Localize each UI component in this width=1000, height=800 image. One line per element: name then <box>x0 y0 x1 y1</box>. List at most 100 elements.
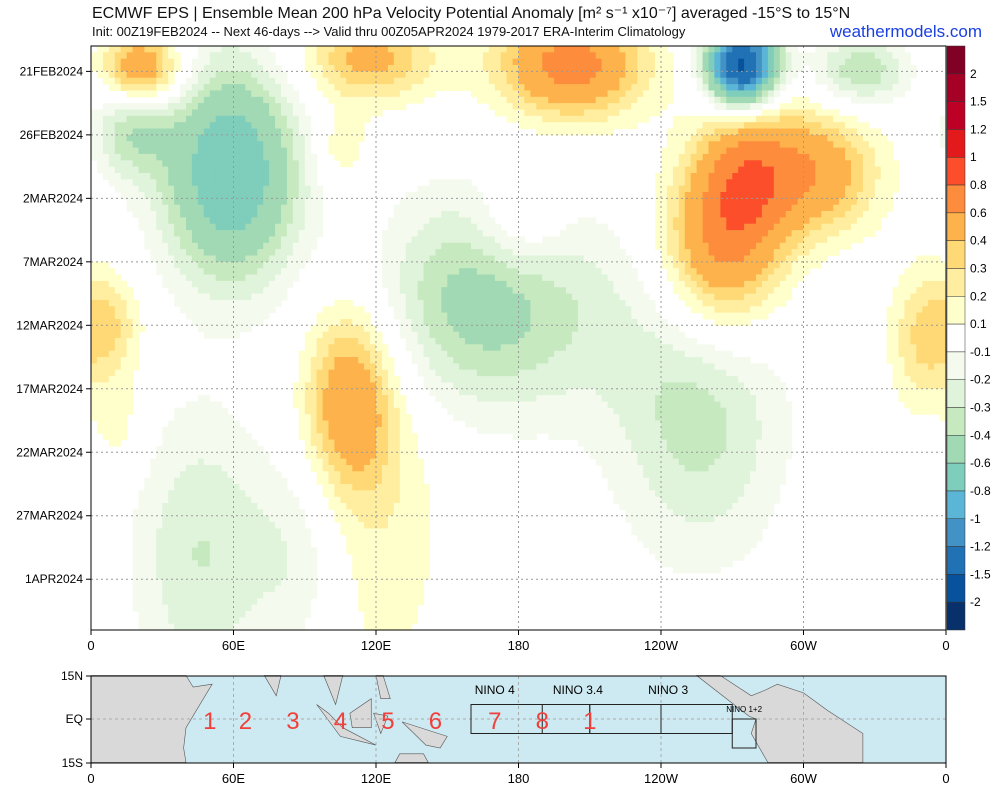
heatmap-cell <box>221 204 229 212</box>
heatmap-cell <box>322 338 330 345</box>
heatmap-cell <box>281 490 288 498</box>
heatmap-cell <box>156 109 163 117</box>
heatmap-cell <box>429 46 436 53</box>
heatmap-cell <box>381 623 389 631</box>
heatmap-cell <box>298 579 306 587</box>
heatmap-cell <box>518 236 525 244</box>
heatmap-cell <box>209 166 217 174</box>
heatmap-cell <box>405 319 413 326</box>
heatmap-cell <box>292 566 300 574</box>
heatmap-cell <box>595 357 603 364</box>
heatmap-cell <box>429 90 436 98</box>
heatmap-cell <box>221 71 229 79</box>
heatmap-cell <box>120 369 128 377</box>
heatmap-cell <box>209 153 217 161</box>
heatmap-cell <box>465 179 472 187</box>
heatmap-cell <box>186 420 193 428</box>
heatmap-cell <box>156 547 163 555</box>
heatmap-cell <box>607 363 615 371</box>
heatmap-cell <box>459 268 466 276</box>
heatmap-cell <box>405 598 413 606</box>
heatmap-cell <box>530 65 537 72</box>
heatmap-cell <box>286 103 294 110</box>
heatmap-cell <box>417 369 425 377</box>
heatmap-cell <box>156 560 163 568</box>
heatmap-cell <box>310 414 318 422</box>
heatmap-cell <box>269 249 276 256</box>
heatmap-cell <box>494 376 502 383</box>
heatmap-cell <box>174 211 181 218</box>
heatmap-cell <box>269 109 276 117</box>
heatmap-cell <box>328 484 335 491</box>
heatmap-cell <box>340 299 347 307</box>
heatmap-cell <box>393 204 401 212</box>
heatmap-cell <box>174 477 181 485</box>
heatmap-cell <box>281 122 288 130</box>
heatmap-cell <box>298 261 306 269</box>
heatmap-cell <box>566 103 573 110</box>
heatmap-cell <box>227 490 235 498</box>
heatmap-cell <box>186 426 193 434</box>
heatmap-cell <box>518 280 525 288</box>
heatmap-cell <box>542 103 549 110</box>
heatmap-cell <box>429 65 436 72</box>
heatmap-cell <box>209 458 217 466</box>
heatmap-cell <box>180 166 187 174</box>
heatmap-cell <box>322 407 330 415</box>
heatmap-cell <box>417 490 425 498</box>
heatmap-cell <box>607 261 615 269</box>
heatmap-cell <box>560 312 567 320</box>
heatmap-cell <box>209 299 217 307</box>
heatmap-cell <box>209 192 217 199</box>
heatmap-cell <box>186 490 193 498</box>
heatmap-cell <box>601 103 609 110</box>
heatmap-cell <box>453 204 460 212</box>
heatmap-cell <box>275 153 282 161</box>
heatmap-cell <box>411 350 419 358</box>
heatmap-cell <box>340 134 347 142</box>
heatmap-cell <box>417 566 425 574</box>
heatmap-cell <box>376 71 383 79</box>
heatmap-cell <box>381 604 389 612</box>
heatmap-cell <box>399 484 407 491</box>
heatmap-cell <box>209 484 217 491</box>
heatmap-cell <box>488 84 496 91</box>
heatmap-cell <box>488 230 496 237</box>
heatmap-cell <box>245 452 252 460</box>
heatmap-cell <box>144 128 151 136</box>
heatmap-cell <box>518 395 525 402</box>
heatmap-cell <box>209 306 217 314</box>
heatmap-cell <box>405 255 413 263</box>
heatmap-cell <box>524 96 531 104</box>
heatmap-cell <box>595 299 603 307</box>
heatmap-cell <box>221 439 229 447</box>
heatmap-cell <box>162 153 169 161</box>
heatmap-cell <box>281 604 288 612</box>
heatmap-cell <box>399 433 407 441</box>
heatmap-cell <box>310 173 318 180</box>
heatmap-cell <box>168 515 175 523</box>
heatmap-cell <box>203 122 211 130</box>
heatmap-cell <box>494 299 502 307</box>
heatmap-cell <box>393 547 401 555</box>
heatmap-cell <box>203 312 211 320</box>
heatmap-cell <box>441 255 448 263</box>
heatmap-cell <box>203 192 211 199</box>
brand-link[interactable]: weathermodels.com <box>829 22 982 41</box>
heatmap-cell <box>459 331 466 339</box>
heatmap-cell <box>476 255 484 263</box>
heatmap-cell <box>577 312 585 320</box>
heatmap-cell <box>595 65 603 72</box>
heatmap-cell <box>506 319 514 326</box>
heatmap-cell <box>304 420 312 428</box>
heatmap-cell <box>275 230 282 237</box>
heatmap-cell <box>186 204 193 212</box>
heatmap-cell <box>417 185 425 193</box>
heatmap-cell <box>286 96 294 104</box>
heatmap-cell <box>340 90 347 98</box>
heatmap-cell <box>488 312 496 320</box>
heatmap-cell <box>298 395 306 402</box>
heatmap-cell <box>292 534 300 542</box>
heatmap-cell <box>174 528 181 536</box>
heatmap-cell <box>577 350 585 358</box>
